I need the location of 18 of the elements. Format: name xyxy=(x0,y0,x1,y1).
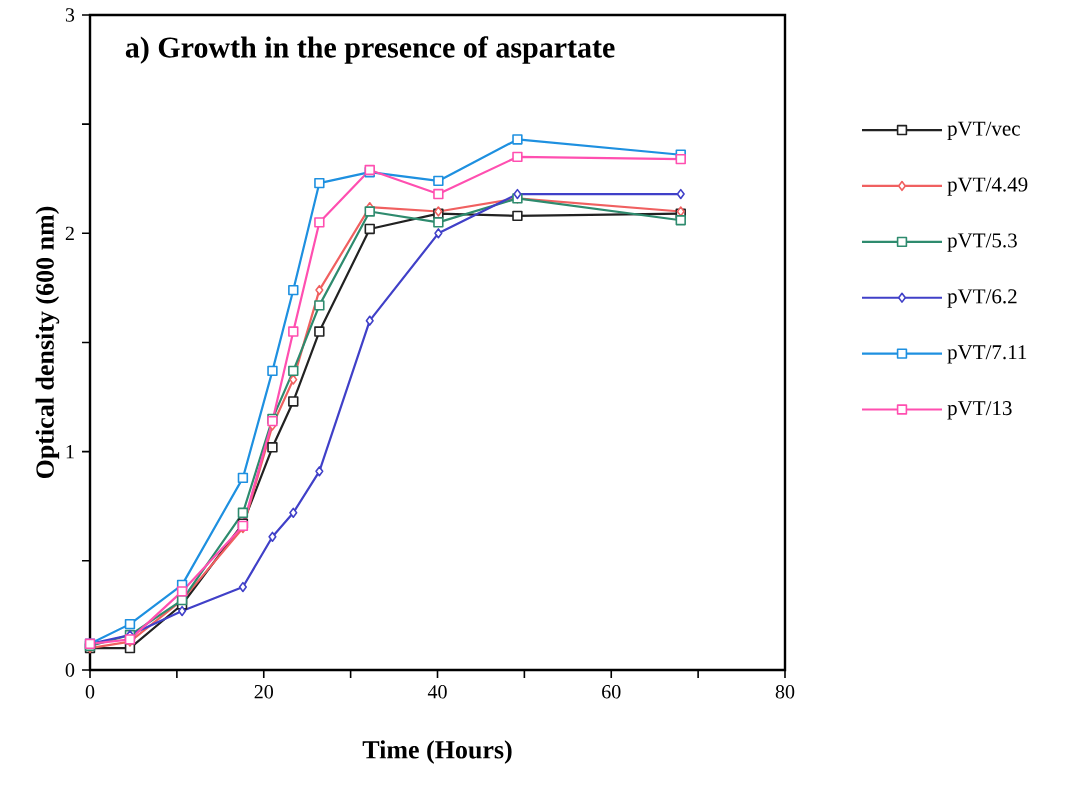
legend-label: pVT/13 xyxy=(947,401,1012,420)
x-tick-label: 0 xyxy=(85,685,95,699)
y-tick-label: 0 xyxy=(65,663,75,677)
y-tick-label: 2 xyxy=(65,226,74,240)
legend-label: pVT/6.2 xyxy=(947,289,1017,308)
x-tick-label: 60 xyxy=(602,685,621,699)
y-tick-label: 1 xyxy=(66,445,74,459)
legend-label: pVT/5.3 xyxy=(947,233,1017,252)
legend-label: pVT/vec xyxy=(947,121,1020,140)
x-axis-title: Time (Hours) xyxy=(362,740,512,764)
text: a) Growth in the presence of aspartate xyxy=(125,36,615,64)
x-tick-label: 80 xyxy=(775,685,795,699)
x-tick-label: 40 xyxy=(427,685,447,699)
y-tick-label: 3 xyxy=(65,8,75,22)
legend-label: pVT/7.11 xyxy=(947,345,1027,364)
x-tick-label: 20 xyxy=(254,685,274,699)
legend-label: pVT/4.49 xyxy=(947,177,1028,196)
y-axis-title: Optical density (600 nm) xyxy=(35,206,60,479)
